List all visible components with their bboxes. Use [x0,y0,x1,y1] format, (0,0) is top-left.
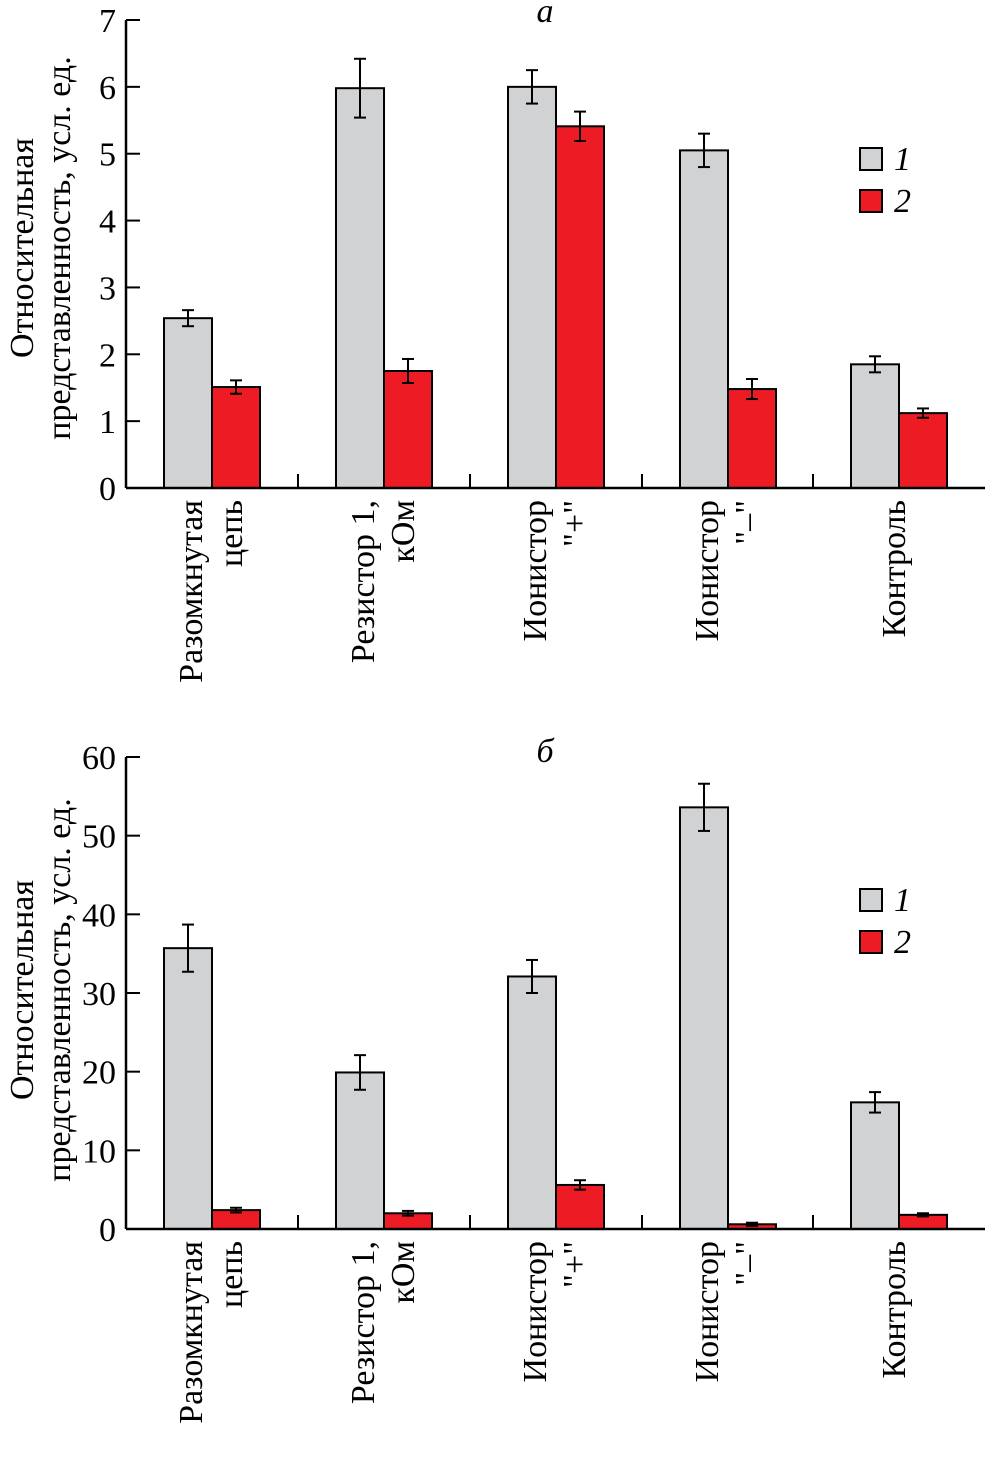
x-tick-label: цепь [213,500,250,567]
x-tick-label: Резистор 1, [345,1241,382,1404]
legend-swatch [859,888,883,912]
bar [727,388,777,489]
x-tick-label: Ионистор [517,1241,554,1382]
y-tick-label: 50 [82,819,116,856]
x-tick-label: Ионистор [689,1241,726,1382]
y-tick-label: 40 [82,897,116,934]
chart-title: а [537,0,554,30]
x-tick-label: Разомкнутая [173,500,210,683]
y-tick-label: 0 [99,471,116,508]
bar [898,412,948,489]
x-tick-label: Контроль [876,500,913,637]
legend-label: 1 [894,882,911,919]
bar [850,1101,900,1231]
x-tick-label: Резистор 1, [345,500,382,663]
y-axis-label: Относительная [4,138,41,358]
y-axis-label: Относительная [4,880,41,1100]
y-tick-label: 20 [82,1055,116,1092]
x-tick-label: "+" [557,1241,594,1288]
chart-title: б [536,733,555,770]
y-tick-label: 0 [99,1212,116,1249]
y-tick-label: 5 [99,137,116,174]
legend-swatch [859,189,883,213]
y-tick-label: 10 [82,1133,116,1170]
legend-label: 2 [894,183,911,220]
bar [335,87,385,490]
bar [163,317,213,489]
legend-label: 1 [894,141,911,178]
y-tick-label: 30 [82,976,116,1013]
legend-swatch [859,930,883,954]
y-tick-label: 2 [99,337,116,374]
y-tick-label: 3 [99,270,116,307]
x-tick-label: "–" [729,1241,766,1286]
x-tick-label: "+" [557,500,594,547]
y-tick-label: 6 [99,70,116,107]
bar [555,125,605,489]
x-tick-label: Ионистор [689,500,726,641]
x-tick-label: Контроль [876,1241,913,1378]
bar [507,85,557,489]
chart-panel-1: 0 1 2 3 4 5 6 7 Разомкнутая цепь Резистор 1, кОм Ион… [4,0,985,683]
x-tick-label: кОм [385,500,422,563]
bar [211,386,261,489]
y-tick-label: 60 [82,740,116,777]
y-tick-label: 7 [99,3,116,40]
bar [507,975,557,1230]
chart-panel-2: 0 10 20 30 40 50 60 Разомкнутая цепь Резистор 1, к… [4,733,985,1424]
bar [163,947,213,1230]
y-tick-label: 1 [99,404,116,441]
x-tick-label: цепь [213,1241,250,1308]
legend-label: 2 [894,924,911,961]
x-tick-label: "–" [729,500,766,545]
x-tick-label: Ионистор [517,500,554,641]
y-axis-label: представленность, усл. ед. [41,798,78,1181]
bar [850,363,900,490]
bar [383,370,433,489]
legend-swatch [859,147,883,171]
x-tick-label: Разомкнутая [173,1241,210,1424]
x-tick-label: кОм [385,1241,422,1304]
y-tick-label: 4 [99,204,116,241]
y-axis-label: представленность, усл. ед. [41,56,78,439]
bar [335,1071,385,1231]
bar [555,1183,605,1230]
bar [679,806,729,1230]
bar [679,149,729,489]
